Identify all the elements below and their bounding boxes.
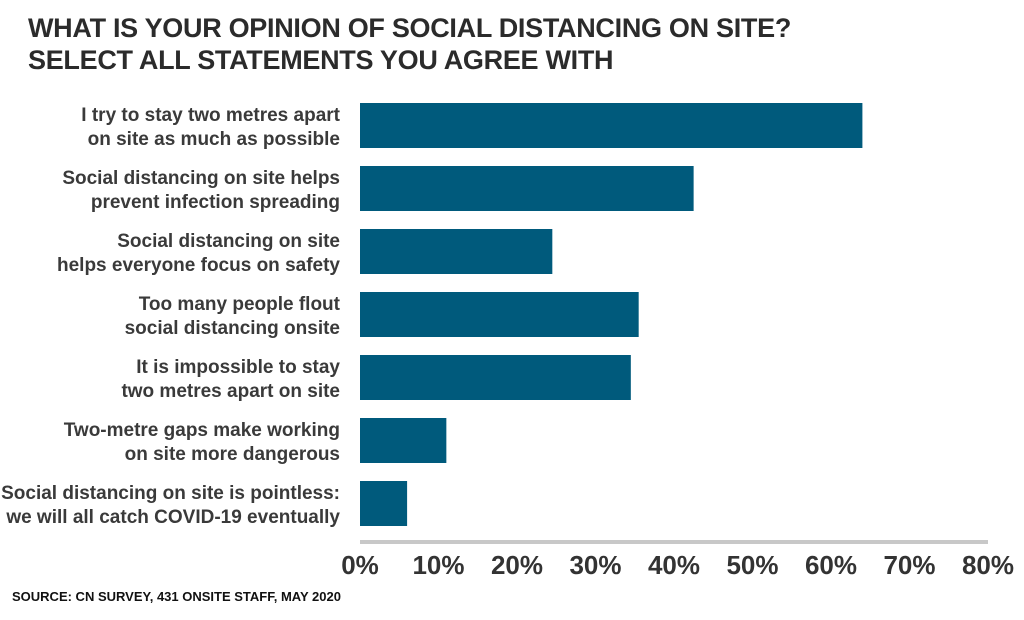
chart-title-line-2: SELECT ALL STATEMENTS YOU AGREE WITH	[28, 45, 614, 75]
bar-6	[360, 418, 447, 463]
x-tick-label-70pct: 70%	[883, 550, 935, 580]
category-label-6-line-2: on site more dangerous	[125, 444, 340, 465]
bar-2	[360, 166, 694, 211]
x-tick-label-60pct: 60%	[805, 550, 857, 580]
bar-5	[360, 355, 631, 400]
category-label-1: I try to stay two metres apart on site as…	[81, 105, 340, 150]
category-label-3: Social distancing on site helps everyone …	[57, 231, 340, 276]
bar-4	[360, 292, 639, 337]
x-tick-label-0pct: 0%	[341, 550, 379, 580]
category-label-5: It is impossible to stay two metres apart…	[121, 357, 340, 402]
x-tick-label-50pct: 50%	[726, 550, 778, 580]
chart-title: WHAT IS YOUR OPINION OF SOCIAL DISTANCIN…	[28, 12, 791, 76]
category-label-2: Social distancing on site helps prevent i…	[62, 168, 340, 213]
category-label-6: Two-metre gaps make working on site more …	[64, 420, 340, 465]
category-label-7-line-2: we will all catch COVID-19 eventually	[5, 507, 340, 528]
category-label-3-line-1: Social distancing on site	[117, 231, 340, 252]
category-label-5-line-1: It is impossible to stay	[136, 357, 340, 378]
bar-7	[360, 481, 408, 526]
x-tick-label-30pct: 30%	[569, 550, 621, 580]
category-label-7-line-1: Social distancing on site is pointless:	[1, 483, 340, 504]
category-label-7: Social distancing on site is pointless: w…	[1, 483, 340, 528]
category-label-5-line-2: two metres apart on site	[121, 381, 340, 402]
bar-3	[360, 229, 553, 274]
x-tick-label-80pct: 80%	[962, 550, 1014, 580]
category-label-3-line-2: helps everyone focus on safety	[57, 255, 340, 276]
bar-1	[360, 103, 863, 148]
x-tick-label-10pct: 10%	[412, 550, 464, 580]
chart-title-line-1: WHAT IS YOUR OPINION OF SOCIAL DISTANCIN…	[28, 13, 792, 43]
category-label-2-line-1: Social distancing on site helps	[62, 168, 340, 189]
category-label-4-line-2: social distancing onsite	[125, 318, 340, 339]
category-label-1-line-2: on site as much as possible	[88, 129, 340, 150]
x-tick-label-20pct: 20%	[491, 550, 543, 580]
source-note: SOURCE: CN SURVEY, 431 ONSITE STAFF, MAY…	[12, 589, 341, 604]
x-tick-label-40pct: 40%	[648, 550, 700, 580]
category-label-1-line-1: I try to stay two metres apart	[81, 105, 340, 126]
category-label-2-line-2: prevent infection spreading	[91, 192, 340, 213]
category-label-6-line-1: Two-metre gaps make working	[64, 420, 340, 441]
category-label-4-line-1: Too many people flout	[139, 294, 341, 315]
category-label-4: Too many people flout social distancing o…	[125, 294, 341, 339]
